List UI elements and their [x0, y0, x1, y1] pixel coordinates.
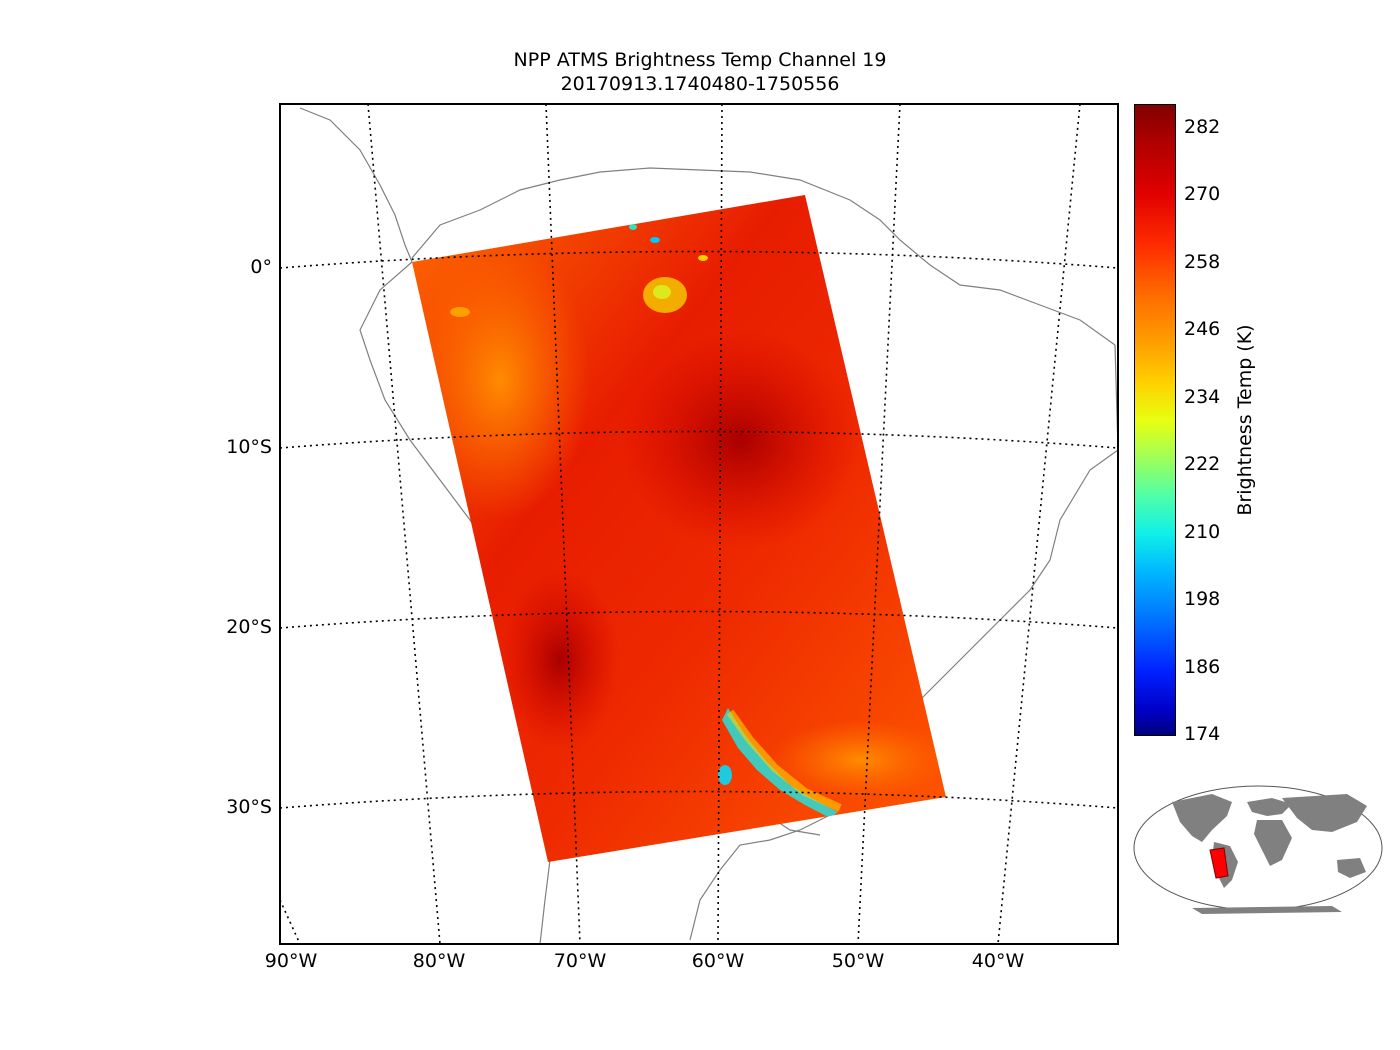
parallel-20s: [280, 610, 1118, 629]
map-title: NPP ATMS Brightness Temp Channel 19: [513, 49, 887, 71]
lat-label-10s: 10°S: [226, 436, 272, 458]
colorbar: [1134, 104, 1176, 736]
meridian-50w: [857, 104, 901, 944]
graticule: [280, 104, 1118, 944]
locator-inset-map: [1133, 785, 1383, 914]
lat-label-20s: 20°S: [226, 616, 272, 638]
parallel-0: [280, 250, 1118, 269]
warm-core-amazon: [620, 330, 860, 550]
map-frame: [279, 103, 1119, 945]
lat-label-0: 0°: [250, 256, 272, 278]
meridian-40w: [997, 104, 1081, 944]
meridian-60w: [717, 104, 723, 944]
lon-label-80w: 80°W: [412, 950, 466, 972]
map-subtitle-timestamp: 20170913.1740480-1750556: [560, 73, 840, 95]
parallel-10s: [280, 430, 1118, 449]
lon-label-40w: 40°W: [971, 950, 1025, 972]
colorbar-label: Brightness Temp (K): [1234, 324, 1256, 516]
world-land: [1172, 794, 1367, 914]
colorbar-tick-label: 186: [1184, 655, 1221, 678]
colorbar-tick-label: 258: [1184, 250, 1221, 273]
colorbar-tick-label: 222: [1184, 453, 1221, 475]
warm-core-atacama: [500, 570, 620, 750]
lon-label-70w: 70°W: [553, 950, 607, 972]
meridian-90w: [280, 899, 301, 944]
lon-label-60w: 60°W: [691, 950, 745, 972]
swath-footprint: [1209, 847, 1229, 879]
colorbar-tick-label: 234: [1184, 385, 1221, 408]
lon-label-50w: 50°W: [831, 950, 885, 972]
brightness-temp-swath: [412, 195, 946, 862]
colorbar-tick-label: 198: [1184, 588, 1221, 610]
colorbar-tick-label: 282: [1184, 115, 1221, 138]
lon-label-90w: 90°W: [264, 950, 318, 972]
caribbean-coast: [411, 167, 901, 259]
colorbar-tick-label: 246: [1184, 318, 1221, 340]
colorbar-tick-label: 174: [1184, 723, 1221, 745]
colorbar-tick-label: 270: [1184, 183, 1221, 205]
central-america-coast: [299, 107, 413, 263]
colorbar-tick-label: 210: [1184, 520, 1221, 543]
meridian-70w: [545, 104, 581, 944]
meridian-80w: [367, 104, 441, 944]
brazil-north-coast: [899, 239, 1116, 346]
parallel-30s: [280, 790, 1118, 809]
lat-label-30s: 30°S: [226, 796, 272, 818]
